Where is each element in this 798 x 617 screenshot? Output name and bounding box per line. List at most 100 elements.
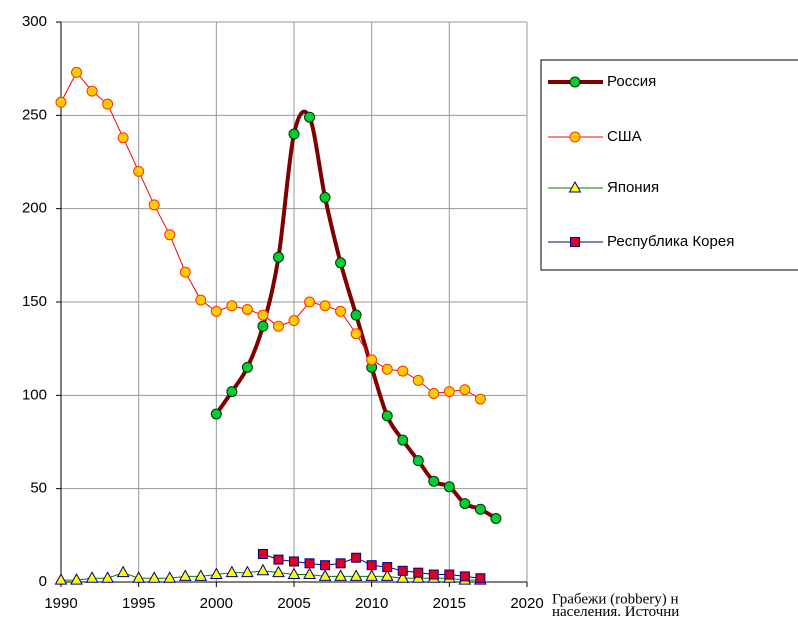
point (475, 573, 486, 584)
point (54, 573, 68, 585)
point (428, 387, 440, 399)
point (381, 410, 393, 422)
x-tick-label: 2000 (200, 595, 233, 612)
y-tick-label: 50 (30, 480, 47, 497)
point (490, 513, 502, 525)
point (474, 393, 486, 405)
point (319, 191, 331, 203)
point (133, 165, 145, 177)
y-tick-label: 300 (22, 13, 47, 30)
point (55, 96, 67, 108)
point (334, 569, 347, 581)
point (272, 251, 284, 263)
point (351, 552, 362, 563)
x-tick-label: 2005 (277, 595, 310, 612)
point (320, 560, 331, 571)
point (287, 567, 301, 580)
point (70, 573, 83, 585)
x-tick-label: 1995 (122, 595, 155, 612)
annotation: Грабежи (robbery) н (552, 591, 679, 607)
point (459, 571, 470, 582)
y-tick-label: 0 (39, 573, 47, 590)
point (459, 498, 471, 510)
point (241, 565, 254, 578)
point (380, 569, 394, 581)
y-tick-label: 250 (22, 106, 47, 123)
point (164, 229, 176, 241)
point (443, 386, 455, 398)
point (272, 320, 284, 332)
point (397, 365, 409, 377)
point (444, 569, 455, 580)
point (226, 300, 238, 312)
point (117, 132, 129, 144)
point (272, 565, 285, 578)
y-tick-label: 150 (22, 293, 47, 310)
point (335, 257, 347, 269)
point (289, 556, 299, 567)
point (428, 569, 439, 580)
point (304, 111, 316, 123)
series-line (61, 570, 481, 581)
x-tick-label: 2010 (355, 595, 388, 612)
point (210, 305, 222, 317)
point (569, 76, 581, 88)
point (350, 328, 362, 340)
point (257, 309, 269, 321)
point (335, 558, 346, 569)
point (412, 374, 424, 386)
point (570, 237, 580, 247)
point (569, 131, 581, 143)
point (382, 562, 393, 573)
x-tick-label: 1990 (44, 595, 77, 612)
series-line (60, 71, 481, 400)
point (304, 296, 316, 308)
point (412, 455, 424, 467)
point (397, 565, 408, 576)
point (319, 300, 331, 312)
point (303, 567, 316, 580)
point (101, 571, 114, 583)
point (132, 571, 146, 583)
point (568, 180, 582, 193)
point (226, 386, 238, 398)
legend-label: Россия (607, 73, 656, 90)
point (86, 85, 98, 97)
point (459, 384, 471, 396)
point (381, 363, 393, 375)
point (178, 569, 192, 581)
point (209, 567, 223, 580)
point (304, 558, 315, 569)
annotation: населения. Источни (552, 604, 679, 617)
point (147, 571, 161, 583)
point (413, 567, 424, 578)
point (288, 315, 300, 327)
point (288, 128, 300, 140)
x-tick-label: 2020 (510, 595, 543, 612)
point (116, 565, 130, 578)
legend-label: США (607, 128, 642, 145)
point (241, 303, 253, 315)
legend-box (540, 59, 798, 271)
point (318, 569, 332, 581)
x-tick-label: 2015 (433, 595, 466, 612)
point (102, 98, 114, 110)
point (443, 481, 455, 493)
point (241, 361, 253, 373)
point (148, 199, 160, 211)
point (428, 475, 440, 487)
legend-label: Республика Корея (607, 233, 734, 250)
point (474, 503, 486, 515)
point (179, 266, 191, 278)
point (163, 571, 177, 583)
point (71, 66, 83, 78)
point (225, 565, 239, 578)
point (335, 305, 347, 317)
point (85, 571, 99, 583)
point (194, 569, 208, 581)
point (350, 309, 362, 321)
point (366, 560, 377, 571)
point (366, 354, 378, 366)
legend-label: Япония (607, 179, 659, 196)
